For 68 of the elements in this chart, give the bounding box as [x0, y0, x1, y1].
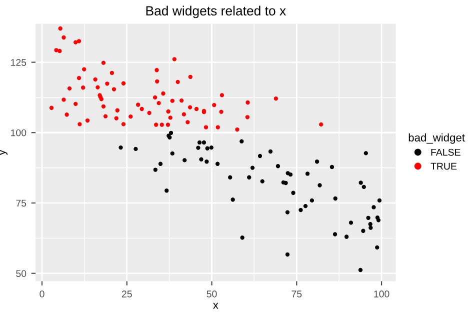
y-tick-label: 100	[11, 129, 26, 136]
point	[247, 175, 252, 180]
legend-title: bad_widget	[408, 133, 465, 144]
point	[240, 236, 244, 240]
point	[168, 130, 174, 135]
point	[366, 216, 370, 220]
point	[303, 204, 308, 208]
point	[348, 220, 354, 225]
point	[368, 222, 372, 226]
point	[375, 245, 380, 250]
point	[153, 168, 158, 172]
x-axis-title: x	[213, 302, 218, 309]
point	[204, 160, 209, 164]
x-tick-label: 100	[374, 290, 390, 298]
point	[330, 164, 334, 170]
point	[164, 188, 169, 193]
x-tick-label: 0	[40, 290, 44, 298]
point	[118, 145, 123, 150]
point	[305, 172, 310, 176]
x-tick-label: 75	[292, 290, 302, 298]
point	[250, 166, 255, 170]
point	[332, 232, 338, 236]
point	[376, 218, 381, 222]
point	[333, 196, 338, 201]
x-tick-label: 50	[206, 290, 217, 298]
point	[372, 205, 376, 210]
point	[284, 180, 288, 186]
point	[197, 140, 202, 145]
point	[230, 198, 235, 202]
point	[288, 172, 293, 177]
point	[260, 179, 264, 184]
point	[276, 164, 280, 168]
point	[240, 139, 244, 144]
point	[215, 162, 220, 166]
x-tick-label: 25	[122, 290, 132, 298]
point	[362, 184, 366, 190]
point	[318, 183, 322, 188]
point	[209, 145, 214, 150]
point	[285, 252, 290, 257]
legend-label: TRUE	[430, 162, 457, 170]
point	[158, 162, 163, 166]
point	[291, 190, 296, 195]
point	[314, 160, 320, 164]
point	[361, 228, 366, 233]
point	[285, 210, 290, 214]
y-tick-label: 50	[16, 270, 26, 277]
point	[228, 175, 232, 180]
point	[182, 158, 187, 162]
chart-title: Bad widgets related to x	[146, 6, 286, 18]
point	[377, 198, 382, 203]
point	[310, 198, 314, 203]
point	[358, 268, 363, 272]
point	[202, 140, 206, 145]
point	[364, 151, 368, 156]
point	[268, 149, 273, 154]
point	[368, 226, 373, 230]
point	[344, 234, 349, 239]
point	[196, 146, 200, 150]
point	[258, 154, 262, 158]
point	[358, 180, 363, 185]
point	[298, 208, 303, 212]
point	[134, 146, 138, 152]
legend-label: FALSE	[431, 148, 460, 156]
point	[170, 151, 174, 156]
y-tick-label: 75	[16, 200, 26, 207]
point	[205, 146, 210, 150]
y-tick-label: 125	[11, 58, 26, 66]
point	[199, 157, 204, 162]
